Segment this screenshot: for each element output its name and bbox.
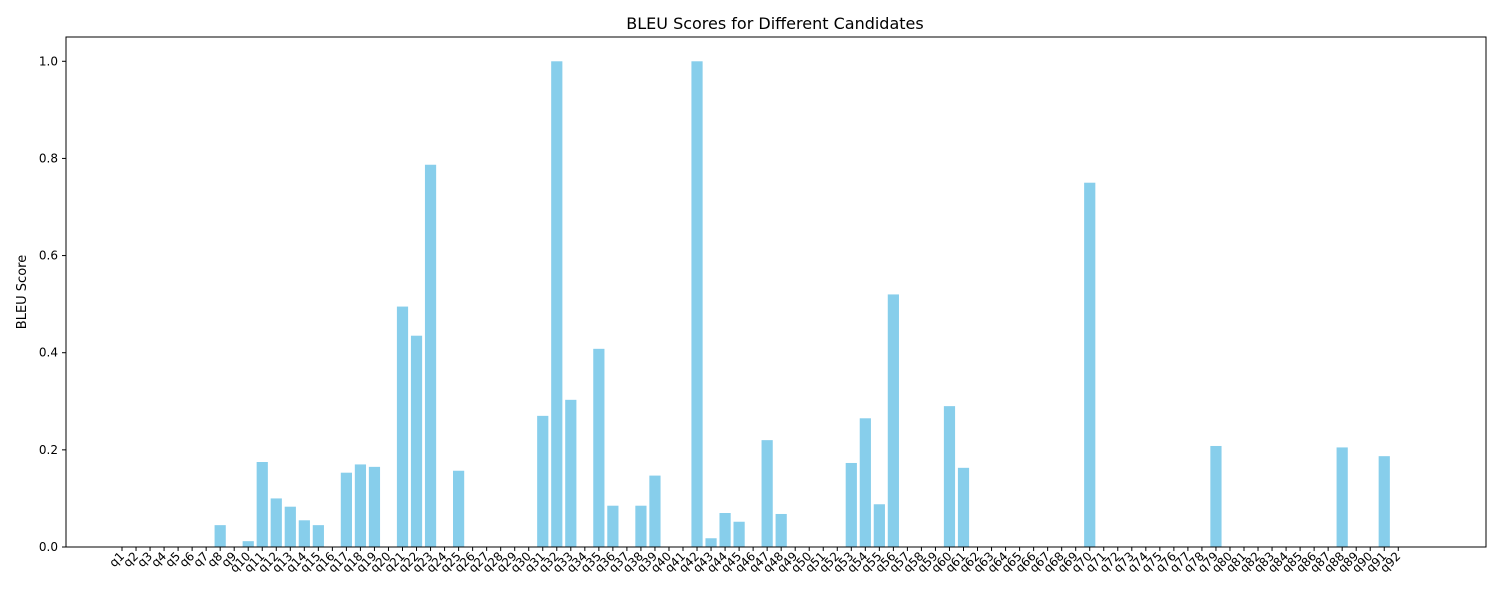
bar-q70 — [1084, 182, 1096, 547]
y-tick-label: 1.0 — [39, 54, 58, 68]
bar-q10 — [242, 541, 254, 547]
bar-q60 — [943, 406, 956, 547]
bar-q32 — [551, 61, 563, 547]
bar-q79 — [1210, 445, 1222, 547]
bar-q48 — [775, 513, 787, 547]
bar-q47 — [761, 440, 773, 547]
bar-q88 — [1336, 447, 1348, 547]
plot-frame — [65, 36, 1487, 548]
bar-q8 — [214, 525, 226, 547]
bar-q61 — [957, 467, 970, 547]
bar-q13 — [284, 506, 296, 547]
y-tick-label: 0.6 — [39, 249, 58, 263]
x-ticks: q1q2q3q4q5q6q7q8q9q10q11q12q13q14q15q16q… — [106, 547, 1403, 575]
bar-q54 — [859, 418, 871, 547]
y-tick-label: 0.0 — [39, 540, 58, 554]
bar-q55 — [873, 504, 885, 547]
bar-q22 — [410, 335, 423, 547]
bar-q39 — [649, 475, 661, 547]
y-ticks: 0.0 0.2 0.4 0.6 0.8 1.0 — [39, 54, 66, 554]
bar-q18 — [354, 464, 367, 547]
bar-q33 — [565, 399, 577, 547]
bar-q35 — [593, 348, 605, 547]
y-axis-label: BLEU Score — [15, 255, 30, 329]
y-tick-label: 0.4 — [39, 346, 58, 360]
bar-q44 — [719, 513, 731, 547]
bar-q45 — [733, 521, 745, 547]
bar-q56 — [887, 294, 899, 547]
bar-q42 — [691, 61, 703, 547]
bar-q21 — [396, 306, 409, 547]
bar-q19 — [368, 466, 381, 547]
bar-q14 — [298, 520, 310, 547]
y-tick-label: 0.2 — [39, 443, 58, 457]
bar-q23 — [424, 164, 437, 548]
bars-group — [214, 61, 1390, 548]
bar-q17 — [340, 472, 352, 547]
chart-title: BLEU Scores for Different Candidates — [626, 14, 923, 33]
bar-q91 — [1378, 456, 1390, 547]
bar-q11 — [256, 462, 268, 547]
bar-q25 — [453, 470, 465, 547]
bar-q36 — [607, 505, 619, 547]
bar-q31 — [537, 415, 549, 547]
bar-q53 — [845, 462, 857, 547]
bar-q15 — [312, 525, 324, 547]
bar-q43 — [705, 538, 717, 547]
y-tick-label: 0.8 — [39, 151, 58, 165]
bar-q12 — [270, 498, 282, 547]
bar-q38 — [635, 505, 647, 547]
